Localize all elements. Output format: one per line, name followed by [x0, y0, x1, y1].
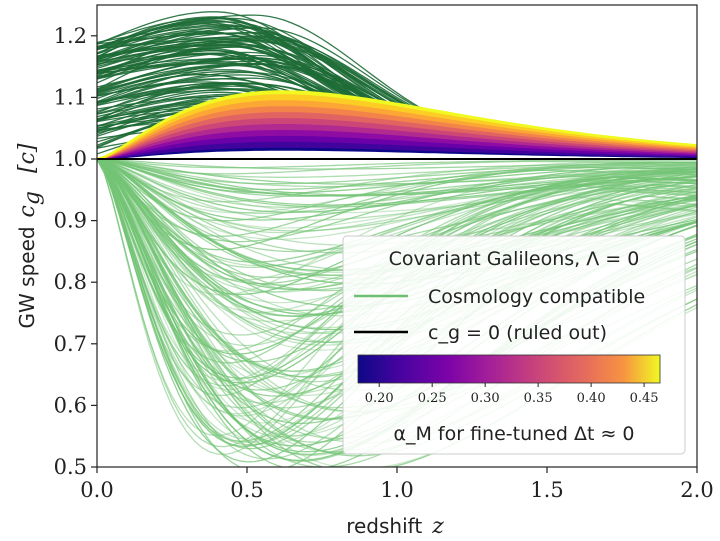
alpha-m-curves — [97, 90, 697, 160]
y-tick-label: 0.5 — [54, 455, 87, 479]
legend-label-cosmology: Cosmology compatible — [428, 286, 645, 308]
x-axis-label: redshift z — [346, 514, 444, 539]
light-green-curve — [97, 158, 697, 267]
colorbar-tick-label: 0.45 — [630, 391, 659, 406]
light-green-curve — [97, 158, 697, 185]
colorbar — [357, 354, 661, 384]
y-tick-label: 0.7 — [54, 332, 87, 356]
y-tick-label: 1.1 — [54, 85, 87, 109]
colorbar-tick-label: 0.25 — [418, 391, 447, 406]
y-tick-label: 1.2 — [54, 24, 87, 48]
light-green-curve — [97, 158, 697, 191]
light-green-curve — [97, 158, 697, 232]
colorbar-label: α_M for fine-tuned Δt ≈ 0 — [393, 423, 634, 445]
light-green-curve — [97, 158, 697, 215]
x-tick-label: 0.0 — [80, 478, 113, 502]
light-green-curve — [97, 158, 697, 203]
light-green-curve — [97, 158, 697, 269]
legend-title: Covariant Galileons, Λ = 0 — [389, 248, 640, 270]
colorbar-tick-label: 0.20 — [365, 391, 394, 406]
light-green-curve — [97, 158, 697, 243]
x-tick-label: 0.5 — [230, 478, 263, 502]
y-tick-label: 1.0 — [54, 147, 87, 171]
legend: Covariant Galileons, Λ = 0 Cosmology com… — [342, 235, 686, 455]
y-symbol-sub: g — [20, 191, 45, 205]
x-tick-label: 1.0 — [380, 478, 413, 502]
colorbar-tick-label: 0.30 — [471, 391, 500, 406]
light-green-curve — [97, 158, 697, 170]
y-axis-ticks: 0.5 0.6 0.7 0.8 0.9 1.0 1.1 1.2 — [54, 24, 97, 479]
y-tick-label: 0.8 — [54, 270, 87, 294]
light-green-curve — [97, 158, 697, 213]
y-tick-label: 0.9 — [54, 209, 87, 233]
colorbar-ticks: 0.20 0.25 0.30 0.35 0.40 0.45 — [365, 383, 659, 406]
y-symbol: c — [15, 205, 40, 217]
x-axis-ticks: 0.0 0.5 1.0 1.5 2.0 — [80, 467, 714, 502]
light-green-curve — [97, 158, 697, 194]
y-tick-label: 0.6 — [54, 393, 87, 417]
light-green-curve — [97, 158, 697, 169]
alpha-m-curve — [97, 90, 697, 160]
legend-label-ruled-out: c_g = 0 (ruled out) — [428, 322, 607, 344]
x-tick-label: 2.0 — [680, 478, 713, 502]
colorbar-tick-label: 0.35 — [524, 391, 553, 406]
light-green-curve — [97, 158, 697, 208]
x-tick-label: 1.5 — [530, 478, 563, 502]
colorbar-tick-label: 0.40 — [577, 391, 606, 406]
legend-box — [342, 235, 686, 455]
y-axis-label: GW speed cg [c] — [15, 143, 45, 328]
light-green-curve — [97, 158, 697, 197]
